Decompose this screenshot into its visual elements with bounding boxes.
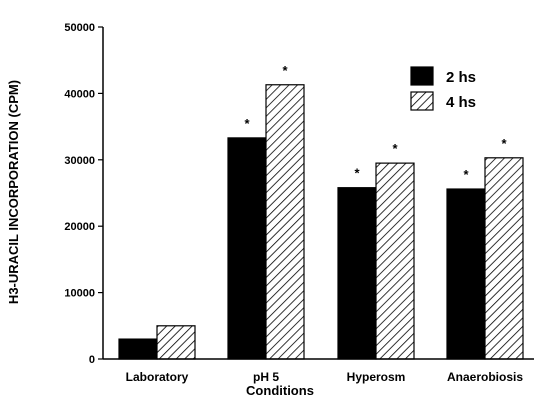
bar-2hs-3 [446, 188, 486, 360]
y-axis-ticks: 0 10000 20000 30000 40000 50000 [64, 22, 103, 366]
x-category-label: Anaerobiosis [447, 370, 523, 384]
significance-markers: * * * * * * [244, 63, 507, 182]
x-category-label: Hyperosm [347, 370, 406, 384]
x-axis-categories: Laboratory pH 5 Hyperosm Anaerobiosis [126, 370, 524, 384]
significance-star: * [463, 167, 469, 182]
bar-4hs-0 [156, 325, 196, 360]
significance-star: * [282, 63, 288, 78]
y-tick-label: 20000 [64, 221, 95, 233]
legend: 2 hs 4 hs [410, 66, 476, 111]
x-category-label: pH 5 [253, 370, 279, 384]
legend-swatch [410, 91, 434, 111]
significance-star: * [244, 116, 250, 131]
y-tick-label: 10000 [64, 288, 95, 300]
y-tick-label: 50000 [64, 22, 95, 34]
bars [118, 84, 524, 360]
bar-2hs-0 [118, 338, 158, 360]
legend-label: 4 hs [446, 94, 476, 111]
bar-2hs-1 [227, 137, 267, 360]
significance-star: * [501, 136, 507, 151]
bar-2hs-2 [337, 187, 377, 360]
y-tick-label: 40000 [64, 88, 95, 100]
bar-4hs-3 [484, 157, 524, 360]
y-axis-title: H3-URACIL INCORPORATION (CPM) [6, 80, 21, 304]
axes [102, 27, 534, 360]
x-axis-title: Conditions [246, 383, 314, 398]
legend-swatch [410, 66, 434, 86]
y-tick-label: 0 [89, 354, 95, 366]
bar-4hs-2 [375, 162, 415, 360]
legend-label: 2 hs [446, 69, 476, 86]
y-tick-label: 30000 [64, 155, 95, 167]
x-category-label: Laboratory [126, 370, 189, 384]
significance-star: * [354, 166, 360, 181]
significance-star: * [392, 141, 398, 156]
bar-4hs-1 [265, 84, 305, 360]
